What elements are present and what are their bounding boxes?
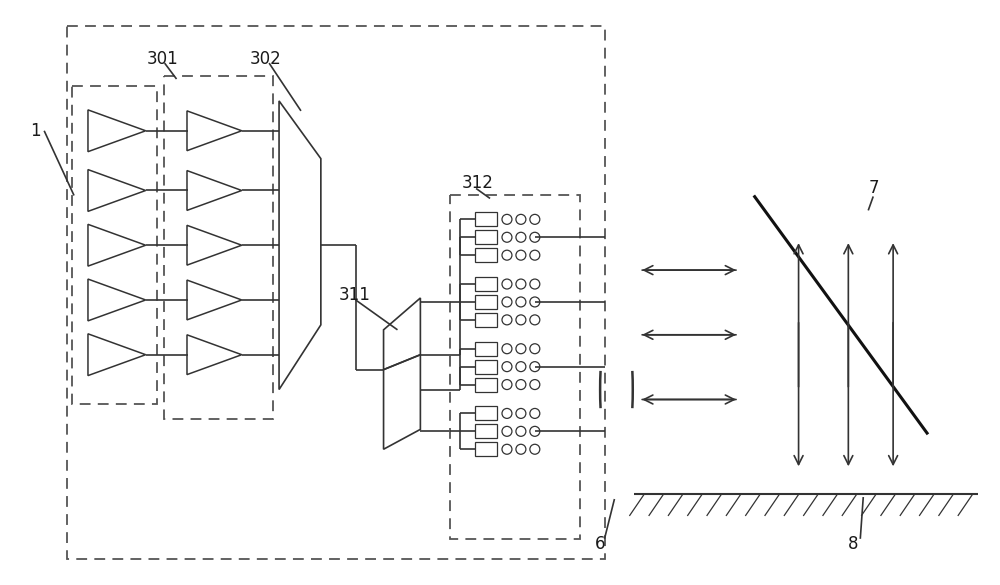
Bar — [475, 295, 497, 309]
Bar — [475, 212, 497, 226]
Text: 302: 302 — [249, 50, 281, 68]
Bar — [475, 424, 497, 438]
Bar — [475, 313, 497, 327]
Bar — [475, 230, 497, 244]
Bar — [72, 86, 157, 404]
Bar — [475, 377, 497, 391]
Bar — [164, 76, 273, 419]
Text: 301: 301 — [147, 50, 178, 68]
Text: 1: 1 — [30, 122, 41, 140]
Bar — [475, 360, 497, 374]
Text: 6: 6 — [595, 535, 605, 553]
Text: 311: 311 — [339, 286, 371, 304]
Text: 312: 312 — [462, 174, 494, 191]
Bar — [67, 26, 605, 559]
Bar — [475, 342, 497, 356]
Bar — [475, 277, 497, 291]
Bar — [475, 248, 497, 262]
Bar — [450, 195, 580, 539]
Bar — [475, 442, 497, 456]
Text: 8: 8 — [848, 535, 859, 553]
Text: 7: 7 — [868, 180, 879, 198]
Bar — [475, 407, 497, 421]
